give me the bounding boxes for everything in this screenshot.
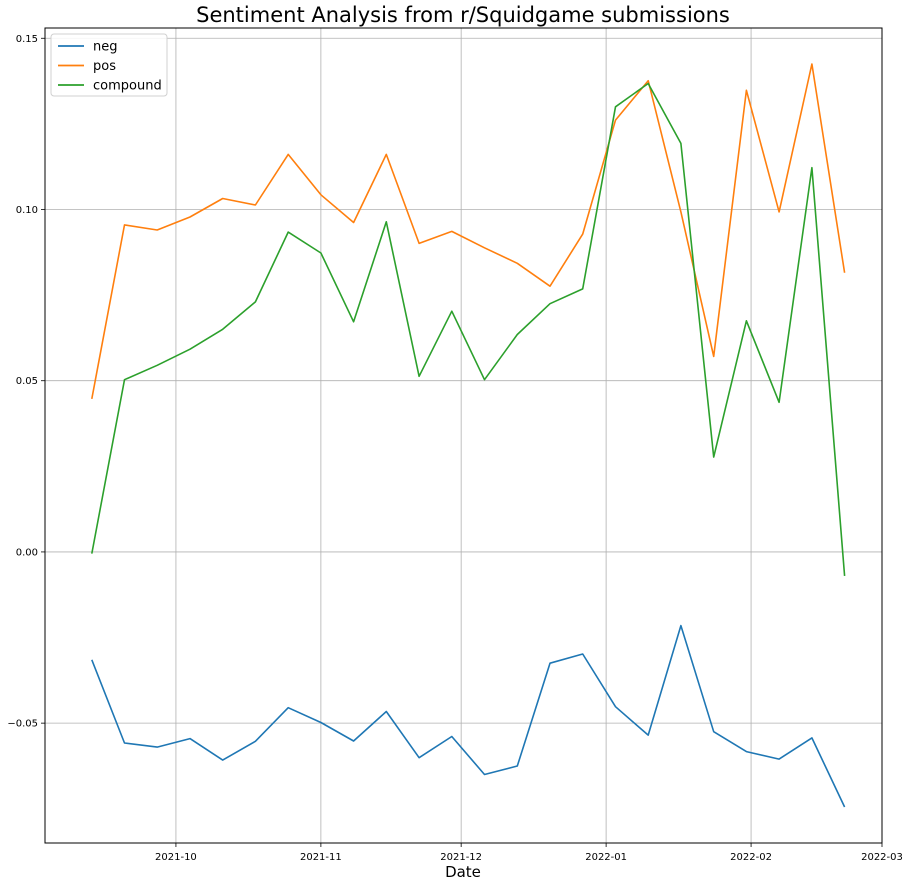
series-line-neg: [91, 624, 846, 808]
legend-label-compound: compound: [93, 79, 162, 94]
y-tick-label: 0.15: [16, 34, 38, 45]
y-axis-ticks: −0.05 0.00 0.05 0.10 0.15: [7, 34, 45, 730]
series-line-compound: [91, 82, 846, 576]
grid-lines: [45, 28, 883, 843]
x-tick-label: 2021-11: [300, 852, 342, 863]
x-tick-label: 2022-03: [861, 852, 903, 863]
x-axis-ticks: 2021-10 2021-11 2021-12 2022-01 2022-02 2022-…: [155, 843, 903, 863]
legend-box: [50, 33, 168, 97]
series-lines: [91, 63, 846, 808]
y-tick-label: 0.10: [16, 205, 38, 216]
legend-label-pos: pos: [93, 59, 116, 74]
y-tick-label: −0.05: [7, 719, 38, 730]
legend-label-neg: neg: [93, 40, 118, 55]
x-tick-label: 2021-12: [440, 852, 482, 863]
y-tick-label: 0.00: [16, 547, 38, 558]
legend: neg pos compound: [50, 33, 168, 97]
x-axis-label: Date: [445, 863, 481, 881]
x-tick-label: 2021-10: [155, 852, 197, 863]
x-tick-label: 2022-01: [585, 852, 627, 863]
y-tick-label: 0.05: [16, 376, 38, 387]
x-tick-label: 2022-02: [730, 852, 772, 863]
chart-title: Sentiment Analysis from r/Squidgame subm…: [196, 3, 730, 27]
plot-frame: [44, 27, 883, 844]
series-line-pos: [91, 63, 846, 400]
